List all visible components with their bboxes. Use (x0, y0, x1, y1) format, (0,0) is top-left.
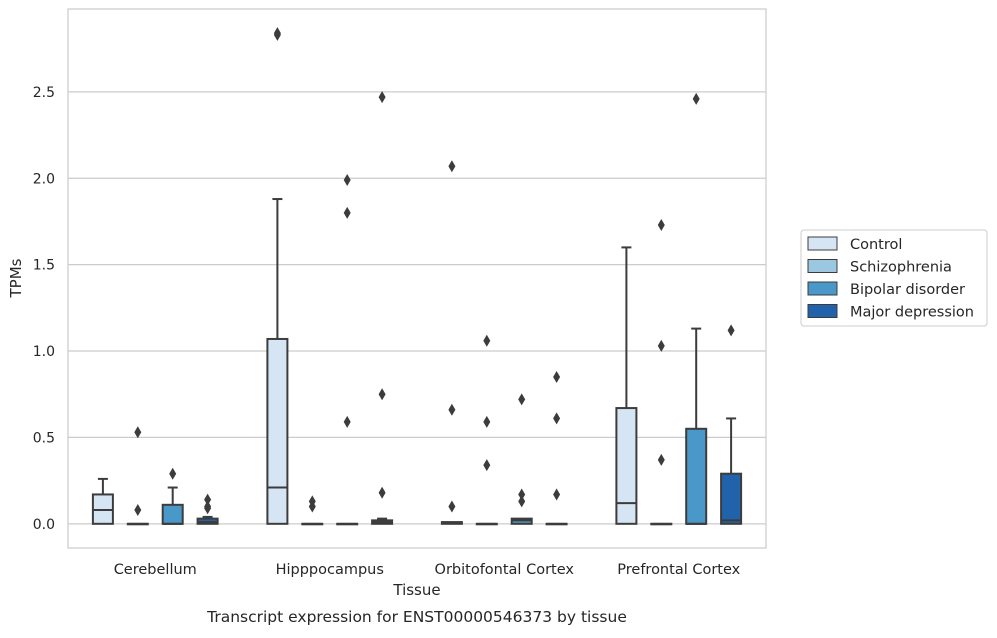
outlier-point (483, 459, 491, 472)
outlier-point (553, 370, 561, 383)
legend: Control Schizophrenia Bipolar disorder Majo… (800, 229, 988, 327)
plot-frame (67, 8, 767, 549)
outlier-point (448, 500, 456, 513)
legend-swatch (807, 304, 838, 318)
outlier-point (343, 206, 351, 219)
outlier-point (518, 393, 526, 406)
outlier-point (657, 218, 665, 231)
y-tick-label: 0.0 (33, 517, 55, 533)
outlier-point (483, 415, 491, 428)
outlier-point (448, 403, 456, 416)
outlier-point (343, 174, 351, 187)
x-tick-labels: Cerebellum Hipppocampus Orbitofontal Corte… (114, 562, 741, 578)
y-tick-label: 1.5 (33, 258, 55, 274)
box-rect (685, 427, 708, 525)
y-tick-label: 0.5 (33, 430, 55, 446)
outlier-point (553, 488, 561, 501)
legend-label: Control (850, 237, 902, 253)
outlier-point (483, 334, 491, 347)
outlier-point (553, 412, 561, 425)
box-group (336, 174, 359, 526)
x-axis-label: Tissue (392, 581, 440, 599)
y-tick-labels: 0.0 0.5 1.0 1.5 2.0 2.5 (33, 85, 55, 533)
legend-frame (800, 229, 988, 327)
chart-caption: Transcript expression for ENST0000054637… (206, 608, 627, 626)
box-rect (161, 503, 184, 525)
outlier-point (134, 426, 142, 439)
box-group (440, 160, 463, 525)
outlier-point (448, 160, 456, 173)
box-rect (266, 337, 289, 525)
outlier-point (657, 339, 665, 352)
gridlines (68, 91, 766, 525)
legend-label: Schizophrenia (850, 260, 952, 276)
box-group (371, 91, 394, 525)
box-group (301, 495, 324, 526)
y-tick-label: 2.0 (33, 171, 55, 187)
x-tick-label: Hipppocampus (276, 562, 384, 578)
legend-swatch (807, 236, 838, 251)
box-rect (720, 472, 743, 525)
box-group (720, 324, 743, 525)
legend-swatch (807, 259, 838, 273)
outlier-point (204, 493, 212, 506)
legend-swatch (807, 281, 838, 296)
boxes (91, 27, 743, 526)
outlier-point (378, 91, 386, 104)
outlier-point (657, 453, 665, 466)
box-group (615, 246, 638, 525)
outlier-point (169, 467, 177, 480)
box-group (510, 393, 533, 525)
x-tick-label: Cerebellum (114, 562, 197, 578)
outlier-point (343, 415, 351, 428)
legend-label: Bipolar disorder (850, 282, 965, 298)
outlier-point (518, 495, 526, 508)
box-group (161, 467, 184, 525)
outlier-point (518, 488, 526, 501)
outlier-point (308, 495, 316, 508)
box-group (685, 92, 708, 525)
legend-items: Control Schizophrenia Bipolar disorder Majo… (807, 236, 974, 321)
box-group (266, 27, 289, 525)
outlier-point (204, 500, 212, 513)
legend-label: Major depression (850, 305, 974, 321)
outlier-point (378, 388, 386, 401)
outlier-point (727, 324, 735, 337)
box-rect (615, 407, 638, 525)
box-group (475, 334, 498, 526)
y-tick-label: 1.0 (33, 344, 55, 360)
outlier-point (134, 503, 142, 516)
x-tick-label: Orbitofontal Cortex (435, 562, 575, 578)
box-group (545, 370, 568, 526)
outlier-point (378, 486, 386, 499)
x-tick-label: Prefrontal Cortex (617, 562, 740, 578)
y-axis-label: TPMs (7, 258, 25, 298)
box-group (91, 477, 114, 525)
box-group (650, 218, 673, 526)
box-group (126, 426, 149, 526)
y-tick-label: 2.5 (33, 85, 55, 101)
box-group (196, 493, 219, 525)
outlier-point (692, 92, 700, 105)
outlier-point (273, 27, 281, 40)
